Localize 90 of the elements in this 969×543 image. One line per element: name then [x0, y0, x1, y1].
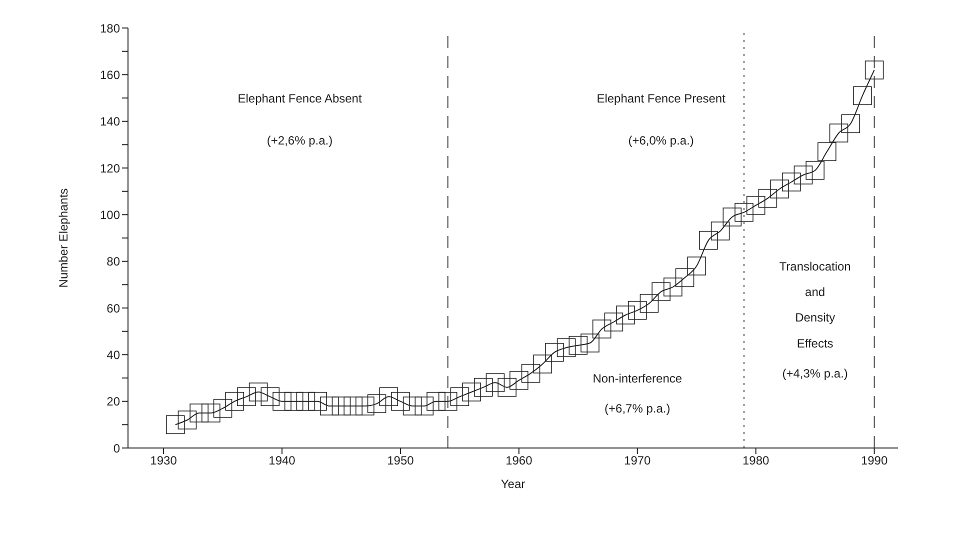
point: [794, 166, 813, 184]
annotation: Density: [795, 310, 836, 325]
point: [616, 306, 635, 324]
point: [202, 404, 220, 422]
point: [770, 180, 789, 198]
x-tick-label: 1960: [506, 454, 533, 468]
point: [402, 396, 422, 416]
point: [818, 142, 836, 162]
y-axis-title: Number Elephants: [56, 188, 70, 288]
point: [556, 338, 576, 358]
y-tick-label: 180: [100, 21, 120, 36]
annotation: Elephant Fence Present: [596, 91, 726, 106]
point: [248, 382, 268, 402]
point: [260, 387, 280, 406]
point: [521, 364, 540, 383]
point: [296, 392, 316, 411]
point: [510, 370, 528, 390]
x-tick-label: 1990: [860, 454, 888, 468]
point: [580, 334, 600, 352]
point: [545, 342, 564, 362]
point: [864, 60, 884, 80]
point: [391, 392, 410, 411]
point: [414, 396, 434, 416]
y-tick-label: 140: [100, 114, 120, 129]
point: [367, 394, 386, 414]
y-tick-label: 40: [106, 348, 120, 362]
x-tick-label: 1950: [387, 454, 414, 468]
y-tick-label: 160: [100, 68, 120, 82]
point: [379, 387, 398, 406]
annotation: and: [805, 284, 826, 299]
point: [237, 387, 256, 406]
annotation: Effects: [796, 336, 834, 350]
point: [640, 294, 659, 313]
point: [450, 387, 470, 406]
y-tick-label: 100: [100, 208, 120, 222]
point: [486, 373, 505, 392]
point: [533, 354, 552, 374]
point: [829, 124, 848, 142]
point: [426, 392, 446, 411]
point: [699, 230, 718, 250]
x-axis-title: Year: [500, 477, 526, 491]
point: [308, 392, 327, 411]
point: [628, 300, 647, 320]
point: [734, 202, 754, 222]
point: [841, 114, 860, 134]
point: [782, 172, 801, 192]
annotation: Translocation: [779, 259, 851, 274]
point: [498, 378, 516, 397]
point: [344, 396, 362, 416]
point: [853, 86, 872, 106]
y-tick-label: 0: [113, 441, 120, 456]
x-tick-label: 1970: [624, 454, 652, 468]
annotation: Elephant Fence Absent: [238, 91, 362, 106]
point: [284, 392, 304, 411]
annotation: (+2,6% p.a.): [266, 133, 333, 148]
point: [652, 282, 670, 302]
point: [746, 196, 766, 215]
y-tick-label: 60: [106, 301, 120, 316]
point: [710, 222, 730, 240]
y-tick-label: 80: [106, 254, 120, 269]
point: [332, 396, 351, 416]
annotation: Non-interference: [592, 371, 682, 386]
y-tick-label: 20: [106, 394, 120, 409]
x-tick-label: 1940: [268, 454, 296, 468]
point: [592, 320, 612, 338]
point: [225, 392, 244, 411]
point: [758, 188, 778, 208]
annotation: (+4,3% p.a.): [782, 366, 848, 381]
point: [320, 396, 339, 416]
x-tick-label: 1930: [150, 454, 178, 468]
point: [806, 160, 824, 180]
point: [604, 312, 624, 332]
point: [438, 392, 458, 411]
point: [664, 278, 682, 296]
point: [356, 396, 374, 416]
point: [213, 398, 232, 418]
point: [474, 378, 493, 397]
point: [272, 392, 292, 411]
point: [190, 404, 208, 422]
point: [687, 256, 706, 276]
point: [568, 336, 588, 355]
annotation: (+6,7% p.a.): [604, 402, 670, 416]
y-tick-label: 120: [100, 161, 120, 176]
annotation: (+6,0% p.a.): [628, 133, 694, 148]
point: [462, 382, 481, 402]
point: [166, 415, 185, 434]
x-tick-label: 1980: [742, 454, 770, 468]
point: [722, 208, 742, 226]
point: [675, 268, 694, 288]
point: [178, 410, 197, 430]
